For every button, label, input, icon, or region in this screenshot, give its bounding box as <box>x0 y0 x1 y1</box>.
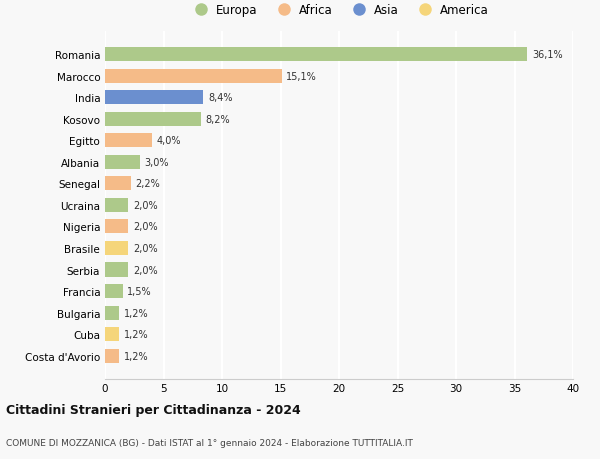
Text: 1,5%: 1,5% <box>127 286 152 297</box>
Text: 2,0%: 2,0% <box>133 265 158 275</box>
Bar <box>105 69 281 84</box>
Bar <box>105 263 128 277</box>
Text: 1,2%: 1,2% <box>124 330 148 339</box>
Text: 2,0%: 2,0% <box>133 201 158 210</box>
Text: 2,0%: 2,0% <box>133 243 158 253</box>
Bar <box>105 306 119 320</box>
Text: 4,0%: 4,0% <box>157 136 181 146</box>
Bar <box>105 48 527 62</box>
Bar <box>105 349 119 363</box>
Text: 15,1%: 15,1% <box>286 72 317 81</box>
Bar <box>105 220 128 234</box>
Bar <box>105 327 119 341</box>
Bar <box>105 285 122 298</box>
Text: 1,2%: 1,2% <box>124 351 148 361</box>
Bar <box>105 241 128 255</box>
Legend: Europa, Africa, Asia, America: Europa, Africa, Asia, America <box>187 2 491 19</box>
Text: 2,2%: 2,2% <box>136 179 160 189</box>
Text: 8,2%: 8,2% <box>206 114 230 124</box>
Text: 8,4%: 8,4% <box>208 93 232 103</box>
Text: COMUNE DI MOZZANICA (BG) - Dati ISTAT al 1° gennaio 2024 - Elaborazione TUTTITAL: COMUNE DI MOZZANICA (BG) - Dati ISTAT al… <box>6 438 413 447</box>
Bar <box>105 177 131 191</box>
Text: 2,0%: 2,0% <box>133 222 158 232</box>
Text: 1,2%: 1,2% <box>124 308 148 318</box>
Text: 36,1%: 36,1% <box>532 50 563 60</box>
Bar <box>105 112 201 126</box>
Text: 3,0%: 3,0% <box>145 157 169 168</box>
Bar <box>105 134 152 148</box>
Bar <box>105 198 128 213</box>
Bar <box>105 91 203 105</box>
Bar <box>105 156 140 169</box>
Text: Cittadini Stranieri per Cittadinanza - 2024: Cittadini Stranieri per Cittadinanza - 2… <box>6 403 301 416</box>
